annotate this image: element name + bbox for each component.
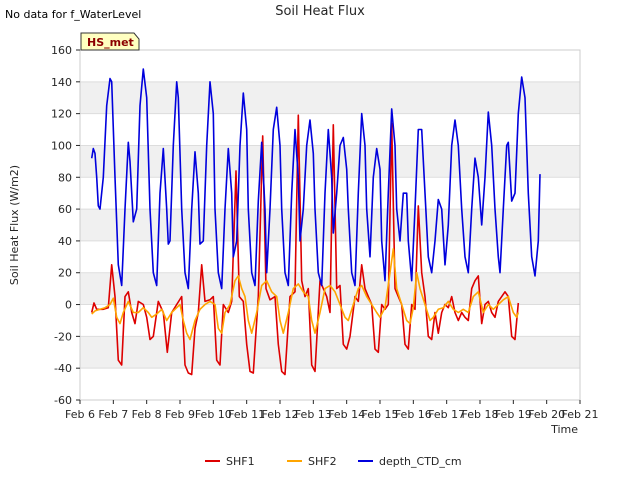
x-tick-label: Feb 17 xyxy=(428,408,465,421)
x-tick-label: Feb 12 xyxy=(262,408,299,421)
plot-band xyxy=(80,81,580,114)
x-tick-label: Feb 16 xyxy=(395,408,432,421)
y-tick-label: -20 xyxy=(54,330,72,343)
y-tick-label: 60 xyxy=(58,203,72,216)
legend-label-shf1: SHF1 xyxy=(226,455,255,468)
y-tick-label: 0 xyxy=(65,299,72,312)
x-tick-label: Feb 21 xyxy=(562,408,599,421)
y-tick-label: 20 xyxy=(58,267,72,280)
x-tick-label: Feb 14 xyxy=(328,408,365,421)
x-tick-label: Feb 18 xyxy=(462,408,499,421)
y-axis-ticks: -60 -40 -20 0 20 40 60 80 100 120 140 160 xyxy=(51,44,80,407)
x-axis-label: Time xyxy=(550,423,578,436)
x-tick-label: Feb 13 xyxy=(295,408,332,421)
plot-frame xyxy=(79,49,581,401)
x-tick-label: Feb 7 xyxy=(98,408,128,421)
x-tick-label: Feb 20 xyxy=(528,408,565,421)
x-tick-label: Feb 9 xyxy=(165,408,195,421)
y-tick-label: 40 xyxy=(58,235,72,248)
plot-band xyxy=(80,336,580,369)
y-tick-label: 160 xyxy=(51,44,72,57)
x-tick-label: Feb 15 xyxy=(362,408,399,421)
y-axis-label: Soil Heat Flux (W/m2) xyxy=(8,165,21,285)
y-tick-label: 80 xyxy=(58,171,72,184)
x-tick-label: Feb 10 xyxy=(195,408,232,421)
y-tick-label: -60 xyxy=(54,394,72,407)
plot-area xyxy=(80,50,580,400)
site-badge: HS_met xyxy=(80,32,140,51)
plot-band xyxy=(80,209,580,241)
x-tick-label: Feb 8 xyxy=(132,408,162,421)
y-tick-label: -40 xyxy=(54,362,72,375)
series-line-shf2 xyxy=(91,248,520,341)
site-badge-shape xyxy=(80,32,140,51)
y-tick-label: 120 xyxy=(51,108,72,121)
x-tick-label: Feb 11 xyxy=(228,408,265,421)
legend: SHF1 SHF2 depth_CTD_cm xyxy=(205,455,462,468)
legend-label-shf2: SHF2 xyxy=(308,455,337,468)
no-data-note: No data for f_WaterLevel xyxy=(5,8,141,21)
legend-label-depth-ctd-cm: depth_CTD_cm xyxy=(379,455,462,468)
y-tick-label: 100 xyxy=(51,139,72,152)
chart-title: Soil Heat Flux xyxy=(275,4,365,19)
x-tick-label: Feb 6 xyxy=(65,408,95,421)
series-layer xyxy=(90,68,541,376)
site-badge-label: HS_met xyxy=(87,36,134,49)
x-tick-label: Feb 19 xyxy=(495,408,532,421)
y-tick-label: 140 xyxy=(51,76,72,89)
series-line-depth-ctd-cm xyxy=(90,68,541,290)
